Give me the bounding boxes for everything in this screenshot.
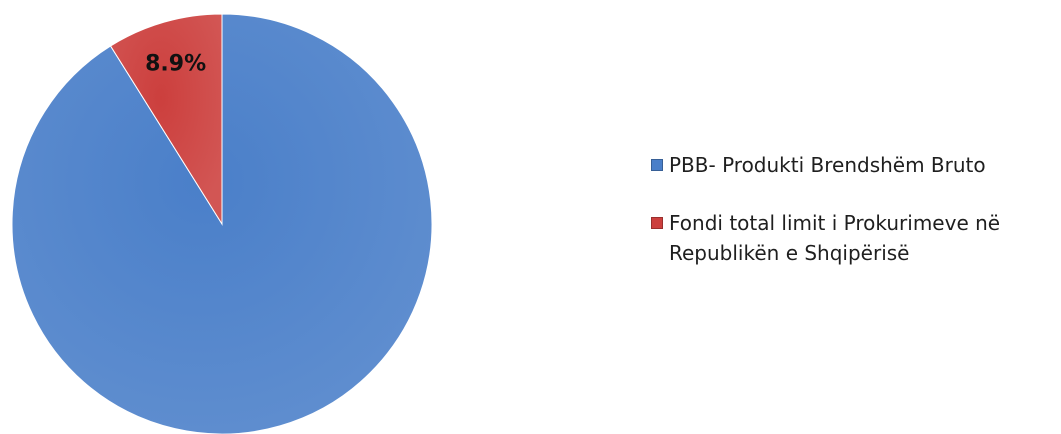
legend-label-pbb: PBB- Produkti Brendshëm Bruto [669, 153, 986, 177]
legend-swatch-fondi [651, 217, 663, 229]
legend-item-pbb: PBB- Produkti Brendshëm Bruto [651, 150, 1056, 180]
legend: PBB- Produkti Brendshëm Bruto Fondi tota… [651, 150, 1056, 296]
data-label-fondi: 8.9% [145, 52, 206, 77]
legend-label-fondi: Fondi total limit i Prokurimeve në Repub… [669, 211, 1001, 265]
pie-slice-fondi [109, 13, 223, 226]
pie-plot-area: 8.9% [11, 13, 433, 434]
legend-swatch-pbb [651, 159, 663, 171]
legend-item-fondi: Fondi total limit i Prokurimeve në Repub… [651, 208, 1056, 268]
